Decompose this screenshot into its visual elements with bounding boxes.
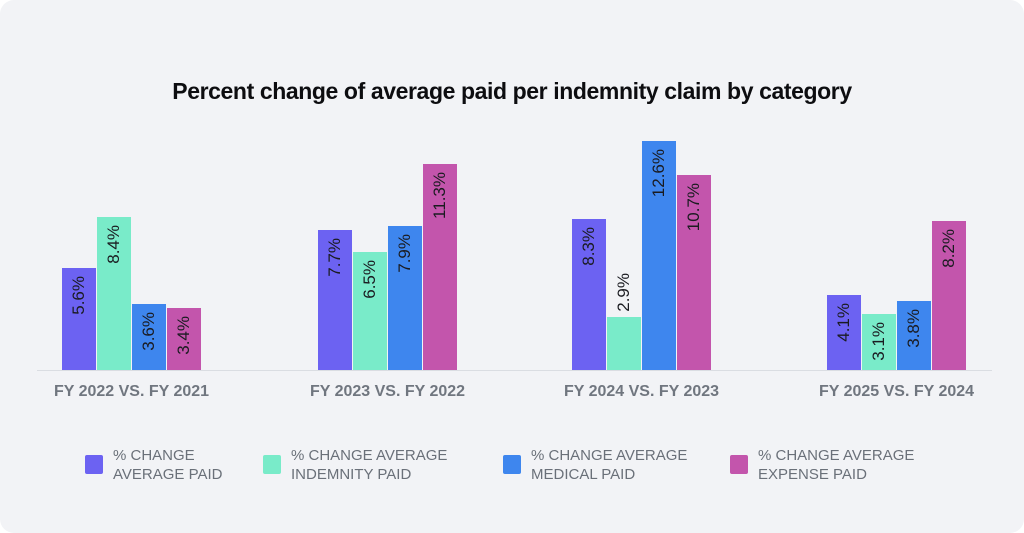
bar-series-2-group-3: 2.9% [607,273,641,370]
bar-series-4-group-3: 10.7% [677,175,711,370]
bar-value-label: 10.7% [684,183,703,232]
bar-series-1-group-2: 7.7% [318,230,352,370]
bar-value-label: 6.5% [360,260,379,299]
legend-label: % CHANGE AVERAGE PAID [113,447,223,483]
category-label-1: FY 2022 VS. FY 2021 [53,383,210,400]
legend-label: % CHANGE AVERAGE EXPENSE PAID [758,447,915,483]
legend-label: % CHANGE AVERAGE MEDICAL PAID [531,447,688,483]
legend-item-4: % CHANGE AVERAGE EXPENSE PAID [730,446,914,484]
legend-swatch-icon [85,455,103,474]
bar-value-label: 4.1% [834,303,853,342]
bar-value-label: 8.4% [104,225,123,264]
bar-value-label: 12.6% [649,149,668,198]
bar-series-2-group-4: 3.1% [862,314,896,370]
bar-value-label: 3.6% [139,312,158,351]
bar-series-4-group-4: 8.2% [932,221,966,370]
bar-value-label: 3.8% [904,309,923,348]
category-label-2: FY 2023 VS. FY 2022 [309,383,466,400]
legend-swatch-icon [503,455,521,474]
bar-group-3: 8.3% 2.9% 12.6% 10.7% [572,140,711,370]
bar-value-label: 8.2% [939,229,958,268]
bar-value-label: 3.4% [174,316,193,355]
bar-value-label: 7.9% [395,234,414,273]
chart-title: Percent change of average paid per indem… [172,78,852,105]
bar-value-label: 2.9% [614,273,633,312]
bar-group-1: 5.6% 8.4% 3.6% 3.4% [62,140,201,370]
bar-value-label: 11.3% [430,172,449,219]
legend-label: % CHANGE AVERAGE INDEMNITY PAID [291,447,448,483]
category-label-4: FY 2025 VS. FY 2024 [818,383,975,400]
bar-series-3-group-2: 7.9% [388,226,422,370]
legend-item-1: % CHANGE AVERAGE PAID [85,446,222,484]
bar-series-1-group-1: 5.6% [62,268,96,370]
bar-series-3-group-3: 12.6% [642,141,676,370]
bar-value-label: 5.6% [69,276,88,315]
bar-group-2: 7.7% 6.5% 7.9% 11.3% [318,140,457,370]
bar-series-4-group-2: 11.3% [423,164,457,370]
bar-series-3-group-4: 3.8% [897,301,931,370]
x-axis-line [37,370,992,371]
legend-swatch-icon [730,455,748,474]
bar-value-label: 7.7% [325,238,344,277]
legend-swatch-icon [263,455,281,474]
bar-group-4: 4.1% 3.1% 3.8% 8.2% [827,140,966,370]
bar-series-3-group-1: 3.6% [132,304,166,370]
legend-item-3: % CHANGE AVERAGE MEDICAL PAID [503,446,687,484]
legend-item-2: % CHANGE AVERAGE INDEMNITY PAID [263,446,447,484]
bar-value-label: 8.3% [579,227,598,266]
bar-series-2-group-1: 8.4% [97,217,131,370]
bar-series-4-group-1: 3.4% [167,308,201,370]
bar-series-1-group-3: 8.3% [572,219,606,370]
bar-series-2-group-2: 6.5% [353,252,387,370]
category-label-3: FY 2024 VS. FY 2023 [563,383,720,400]
bar-value-label: 3.1% [869,322,888,361]
bar-series-1-group-4: 4.1% [827,295,861,370]
